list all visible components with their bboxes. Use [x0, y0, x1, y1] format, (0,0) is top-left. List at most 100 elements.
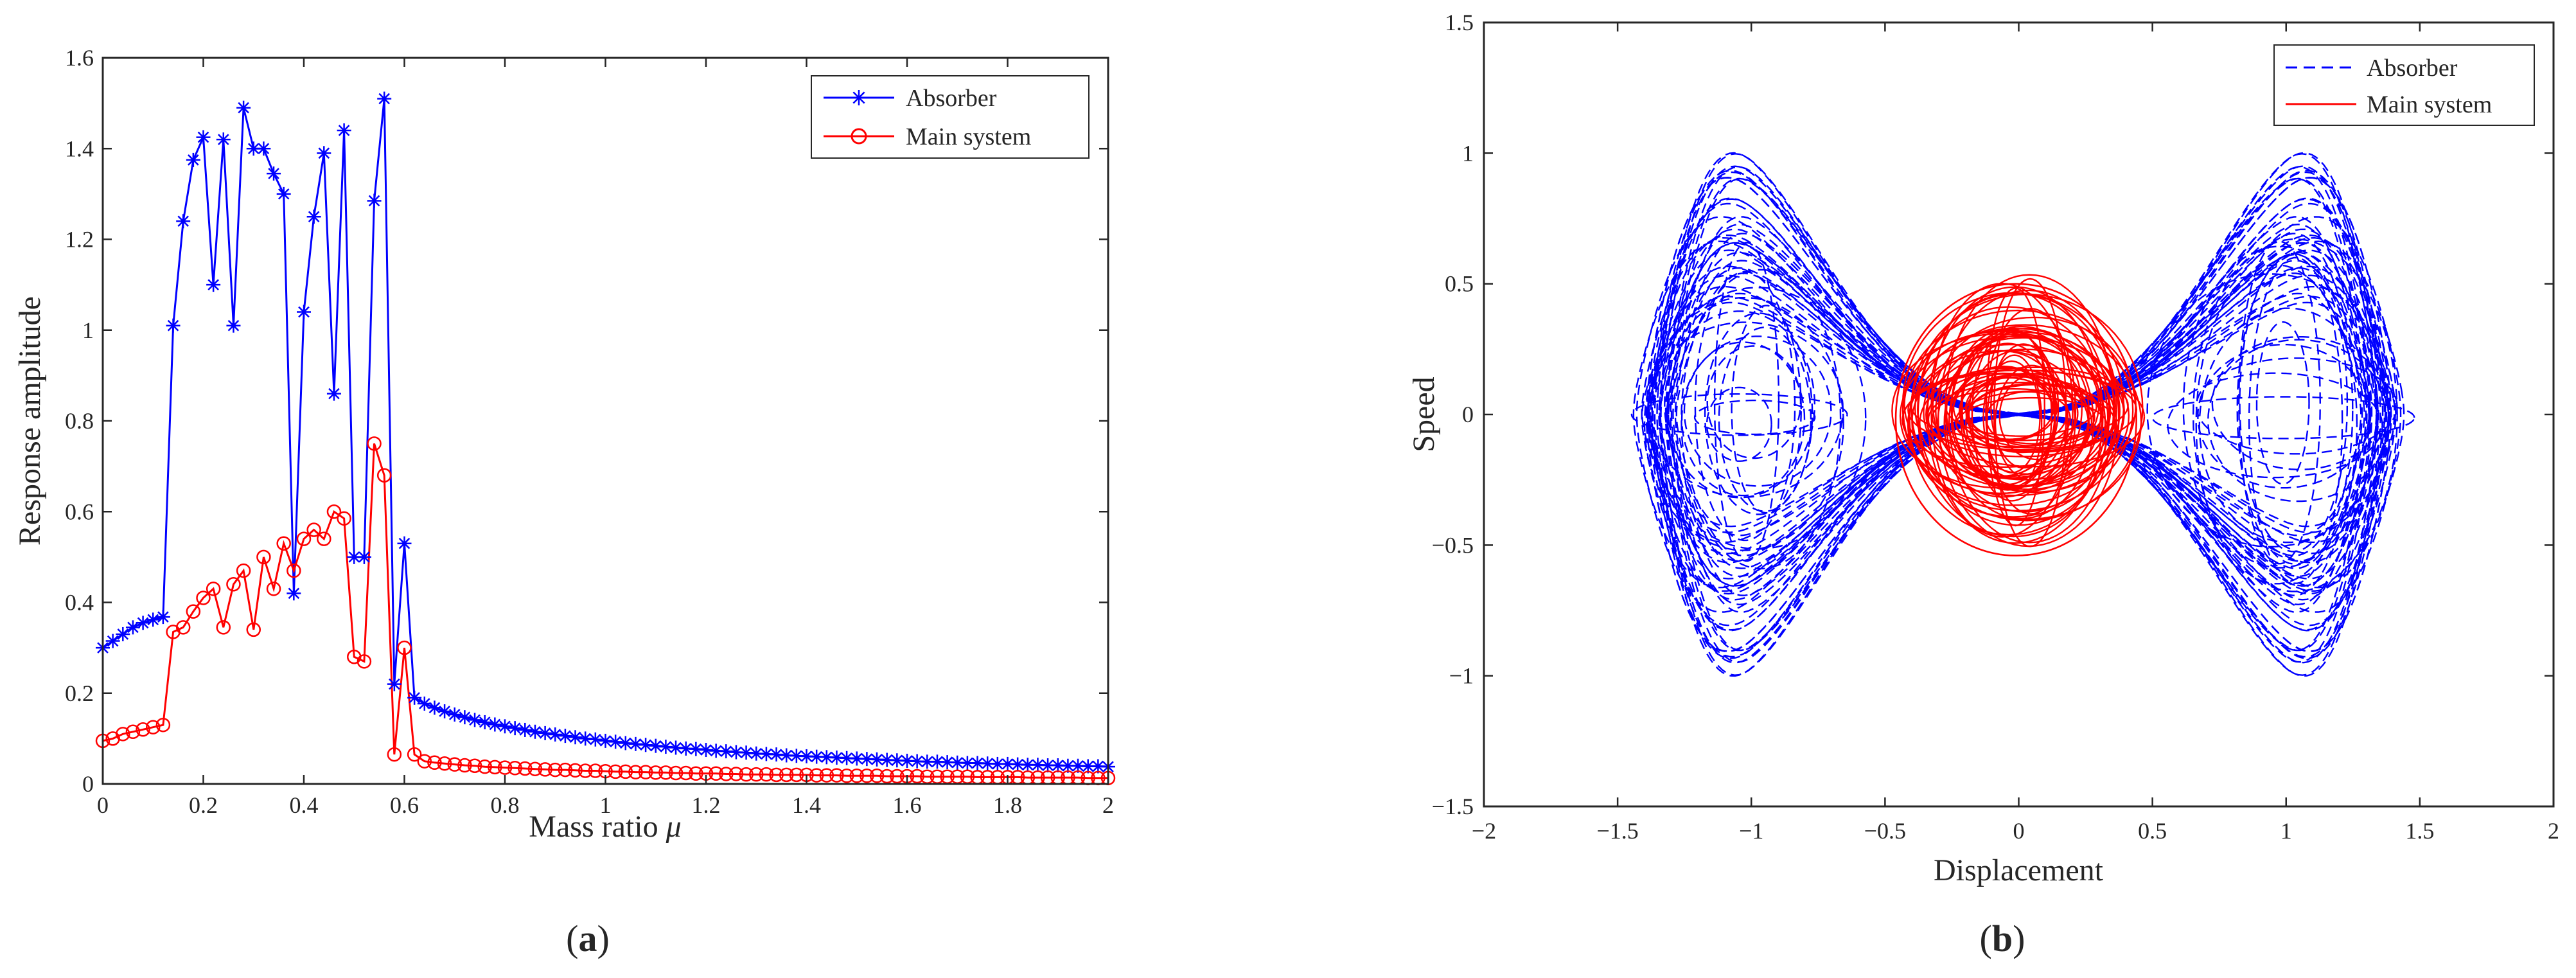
chart-b-absorber-whorl-left	[1704, 312, 1813, 515]
chart-b-absorber-whorl-left	[1693, 399, 1816, 436]
chart-a-point-main-system	[628, 765, 643, 779]
chart-b-y-tick-label: 0	[1462, 402, 1474, 427]
chart-b-main-system-orbit	[1937, 289, 2120, 547]
panel-label-a: (a)	[566, 918, 610, 959]
chart-a-point-main-system	[367, 436, 382, 451]
chart-b-main-system-orbit	[1927, 366, 2146, 468]
chart-a-point-main-system	[749, 767, 764, 782]
chart-b-main-system-orbit	[1899, 335, 2130, 497]
chart-a-point-main-system	[668, 765, 684, 781]
chart-b-main-system-orbit	[1935, 332, 2121, 490]
chart-a-point-main-system	[538, 762, 552, 777]
chart-b-absorber-whorl-right	[2195, 357, 2398, 455]
chart-a-point-main-system	[719, 767, 734, 781]
chart-a-legend-absorber-marker	[851, 90, 867, 105]
chart-b-absorber-whorl-right	[2239, 253, 2349, 553]
chart-a-point-main-system	[819, 768, 834, 783]
chart-a-point-main-system	[125, 724, 141, 740]
chart-a-point-main-system	[678, 765, 693, 781]
chart-a-point-absorber	[527, 724, 542, 739]
chart-b-main-system-orbit	[1908, 324, 2142, 520]
chart-b-absorber-loop	[1674, 233, 2363, 596]
chart-a-point-main-system	[739, 767, 754, 782]
chart-a-point-main-system	[829, 768, 844, 783]
chart-a-point-absorber	[427, 700, 442, 715]
chart-a-point-main-system	[879, 769, 894, 784]
chart-b-x-tick-label: 1.5	[2405, 818, 2434, 844]
chart-b-absorber-whorl-left	[1630, 393, 1848, 436]
chart-a-point-absorber	[749, 746, 764, 761]
chart-b-legend: Absorber Main system	[2273, 44, 2535, 126]
chart-a-point-absorber	[658, 740, 673, 754]
chart-a-point-main-system	[578, 763, 593, 778]
chart-a-point-main-system	[407, 747, 422, 762]
chart-b-absorber-whorl-left	[1731, 305, 1802, 514]
chart-a-point-absorber	[136, 616, 150, 630]
chart-b-absorber-loop	[1647, 234, 2390, 595]
chart-b-x-tick-label: −1.5	[1596, 818, 1638, 844]
chart-a-x-tick-label: 1	[600, 792, 612, 818]
chart-a-point-main-system	[507, 761, 522, 776]
chart-a-point-main-system	[548, 762, 563, 778]
chart-a-legend: Absorber Main system	[811, 75, 1090, 159]
chart-a-point-absorber	[196, 130, 211, 145]
chart-a-point-absorber	[669, 740, 684, 755]
chart-a-point-absorber	[548, 727, 563, 742]
chart-a-point-main-system	[357, 654, 372, 669]
chart-b-absorber-loop	[1652, 198, 2386, 631]
chart-a-point-absorber	[166, 318, 181, 333]
chart-a-point-absorber	[306, 209, 321, 224]
chart-b-absorber-whorl-left	[1681, 269, 1842, 570]
chart-a-point-absorber	[689, 742, 703, 756]
chart-a-legend-main-system-label: Main system	[906, 123, 1031, 150]
chart-b-main-system-orbit	[1960, 330, 2083, 487]
chart-a-point-absorber	[769, 747, 784, 762]
chart-b-absorber-whorl-left	[1706, 386, 1772, 462]
chart-a-point-absorber	[176, 214, 191, 229]
chart-a-point-main-system	[477, 759, 492, 774]
chart-a-point-absorber	[256, 141, 271, 156]
chart-a-point-main-system	[376, 468, 392, 483]
chart-a-x-tick-label: 1.6	[893, 792, 922, 818]
chart-a-point-absorber	[920, 754, 935, 769]
chart-a-y-tick-label: 1.4	[65, 136, 94, 161]
chart-b-absorber-loop	[1650, 197, 2388, 632]
chart-b-absorber-whorl-right	[2237, 240, 2321, 565]
chart-a-point-main-system	[689, 766, 703, 781]
chart-a-point-main-system	[216, 620, 231, 635]
chart-b-main-system-outer-orbit	[1894, 283, 2137, 556]
chart-a-point-absorber	[226, 318, 241, 333]
chart-b-main-system-orbit	[1985, 307, 2077, 515]
chart-a-point-main-system	[648, 765, 663, 780]
chart-a-point-main-system	[608, 764, 623, 779]
chart-b-absorber-whorl-right	[2195, 264, 2358, 585]
chart-a-point-main-system	[618, 764, 633, 779]
chart-a-legend-absorber-star	[851, 90, 867, 105]
chart-b-absorber-whorl-left	[1694, 271, 1796, 542]
chart-a-point-main-system	[246, 622, 261, 637]
chart-a-point-absorber	[568, 730, 583, 745]
chart-a-point-absorber	[317, 146, 331, 161]
chart-a-point-absorber	[206, 278, 221, 292]
chart-a-point-main-system	[779, 767, 794, 783]
chart-a-point-main-system	[497, 760, 513, 775]
chart-b-absorber-whorl-right	[2255, 321, 2310, 485]
chart-a-point-absorber	[518, 722, 533, 737]
chart-a-point-absorber	[105, 634, 120, 648]
chart-b-absorber-loop	[1651, 301, 2386, 528]
chart-a-point-main-system	[709, 766, 723, 781]
chart-a-point-main-system	[136, 722, 150, 737]
chart-a-point-main-system	[658, 765, 673, 780]
chart-a-point-absorber	[1020, 758, 1035, 772]
chart-a-legend-main-system-marker	[851, 128, 867, 145]
chart-a: 0 0.2 0.4 0.6 0.8 1 1.2 1.4 1.6 1.8 2 0 0.2 0.4 0.6 0.8…	[13, 45, 1116, 959]
chart-b-absorber-whorl-right	[2151, 396, 2415, 440]
chart-a-point-absorber	[719, 744, 734, 759]
chart-b-main-system-orbit	[1985, 391, 2071, 447]
chart-a-x-tick-label: 2	[1102, 792, 1114, 818]
chart-a-point-absorber	[287, 586, 301, 601]
chart-b-absorber-loop	[1648, 249, 2389, 580]
chart-a-point-main-system	[890, 769, 904, 784]
chart-a-point-absorber	[488, 717, 502, 732]
chart-a-point-main-system	[769, 767, 784, 783]
